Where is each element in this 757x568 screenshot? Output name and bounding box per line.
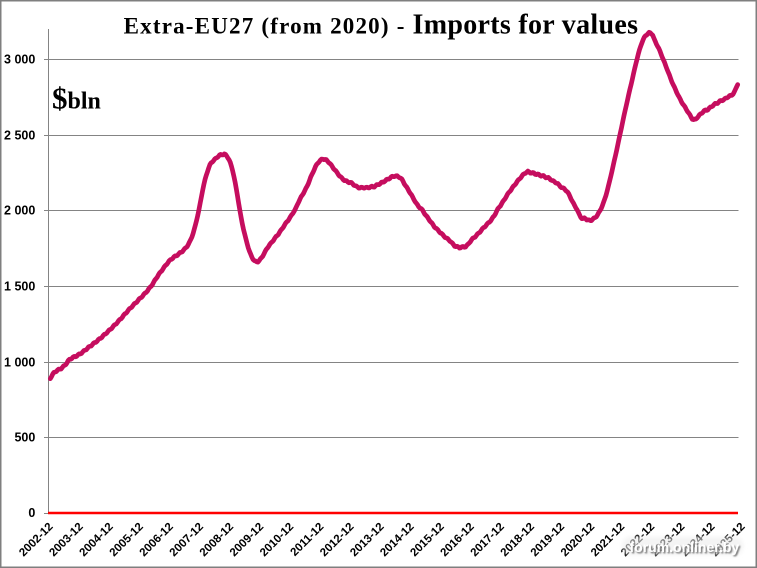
svg-text:0: 0 [28,506,35,520]
svg-text:500: 500 [14,431,35,445]
svg-text:2 000: 2 000 [4,204,35,218]
svg-text:3 000: 3 000 [4,53,35,67]
svg-text:1 000: 1 000 [4,356,35,370]
svg-text:forum.onliner.by: forum.onliner.by [630,539,740,555]
svg-text:2 500: 2 500 [4,129,35,143]
svg-text:1 500: 1 500 [4,280,35,294]
svg-text:Extra-EU27 (from 2020) - Impor: Extra-EU27 (from 2020) - Imports for val… [124,9,639,40]
svg-text:$bln: $bln [52,81,101,116]
